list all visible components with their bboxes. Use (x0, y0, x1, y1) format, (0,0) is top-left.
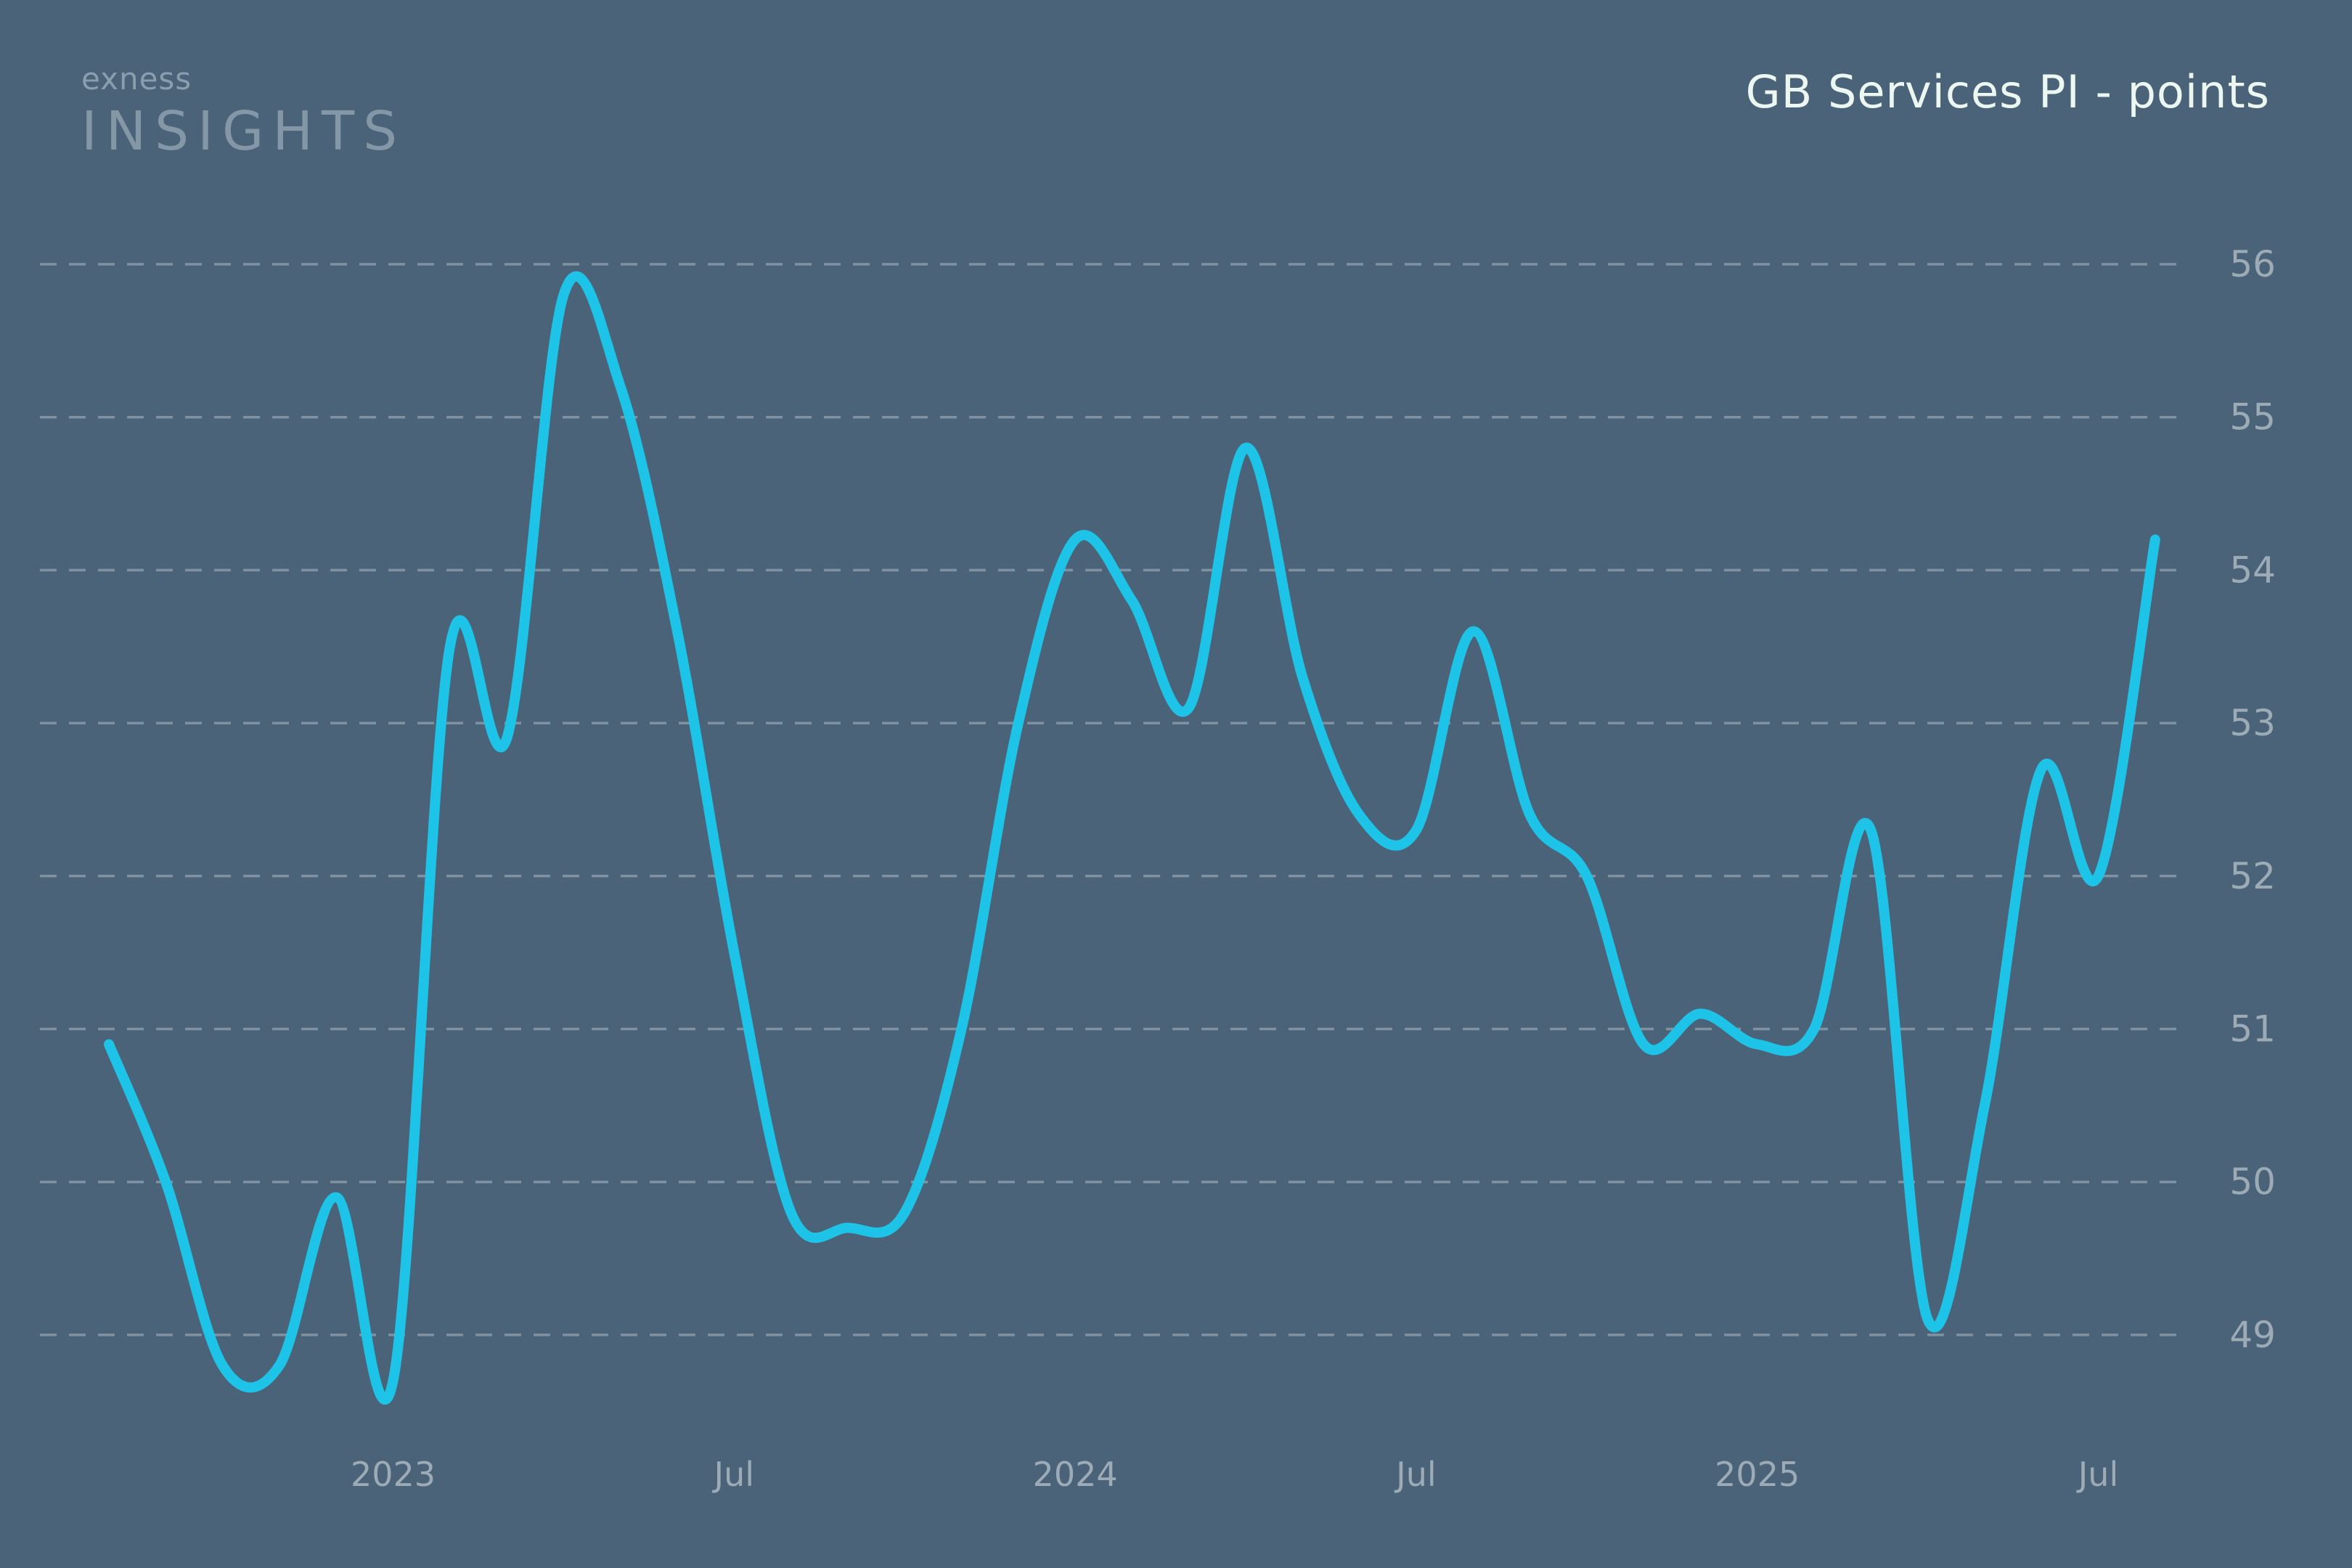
x-tick-label: 2025 (1715, 1455, 1800, 1494)
x-axis-labels: 2023 Jul 2024 Jul 2025 Jul (351, 1455, 2118, 1494)
brand-insights-wordmark: INSIGHTS (81, 100, 407, 163)
y-tick-label: 55 (2229, 396, 2276, 438)
x-tick-label: Jul (712, 1455, 755, 1494)
pmi-line-series (104, 271, 2160, 1405)
x-tick-label: 2023 (351, 1455, 436, 1494)
y-tick-label: 52 (2229, 855, 2276, 897)
y-tick-label: 51 (2229, 1008, 2276, 1050)
y-tick-label: 49 (2229, 1314, 2276, 1356)
y-axis-labels: 56 55 54 53 52 51 50 49 (2229, 243, 2276, 1356)
x-tick-label: Jul (2076, 1455, 2119, 1494)
exness-insights-logo: exness INSIGHTS (81, 61, 407, 163)
gridlines (40, 263, 2178, 1336)
brand-exness: exness (81, 61, 192, 97)
x-tick-label: 2024 (1033, 1455, 1118, 1494)
y-tick-label: 54 (2229, 549, 2276, 591)
y-tick-label: 53 (2229, 702, 2276, 744)
chart-title: GB Services PI - points (1745, 65, 2270, 118)
y-tick-label: 56 (2229, 243, 2276, 285)
x-tick-label: Jul (1394, 1455, 1437, 1494)
y-tick-label: 50 (2229, 1161, 2276, 1203)
